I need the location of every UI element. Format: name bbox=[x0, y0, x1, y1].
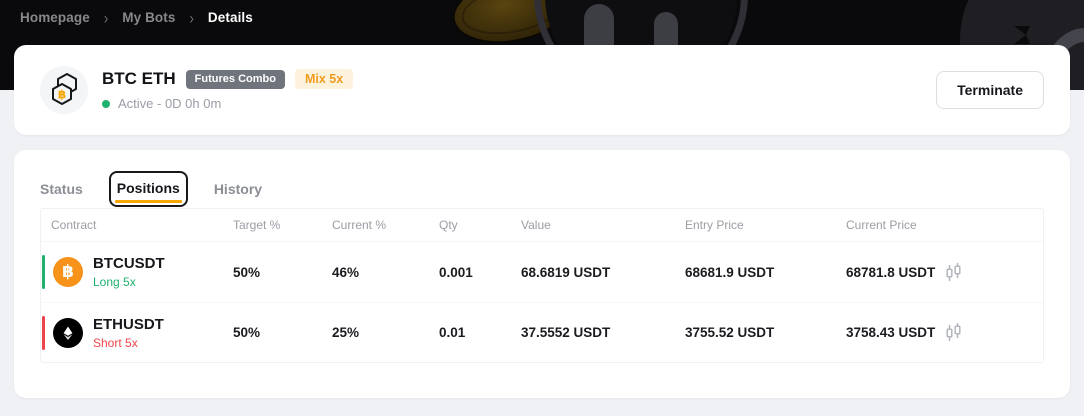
entry-price: 3755.52 USDT bbox=[685, 325, 775, 340]
bot-title: BTC ETH bbox=[102, 69, 176, 88]
breadcrumb-homepage[interactable]: Homepage bbox=[20, 9, 90, 25]
bot-details-card: Status Positions History Contract Target… bbox=[14, 150, 1070, 398]
positions-table: Contract Target % Current % Qty Value En… bbox=[40, 208, 1044, 363]
position-direction: Long 5x bbox=[93, 275, 136, 289]
tab-positions[interactable]: Positions bbox=[108, 170, 188, 207]
contract-cell: ฿ BTCUSDT Long 5x bbox=[41, 255, 233, 289]
bot-status-text: Active - 0D 0h 0m bbox=[118, 96, 222, 112]
arrow-illustration bbox=[1014, 26, 1030, 44]
qty-value: 0.001 bbox=[439, 264, 473, 280]
col-current-price: Current Price bbox=[846, 218, 917, 232]
col-value: Value bbox=[521, 218, 551, 232]
position-value: 37.5552 USDT bbox=[521, 325, 611, 340]
hexagon-bot-icon: ฿ bbox=[52, 73, 77, 105]
bot-type-badge: Futures Combo bbox=[185, 69, 285, 89]
terminate-button[interactable]: Terminate bbox=[936, 71, 1044, 109]
svg-text:฿: ฿ bbox=[58, 88, 66, 102]
tab-history[interactable]: History bbox=[213, 180, 263, 197]
current-percent: 46% bbox=[332, 264, 360, 280]
breadcrumb: Homepage › My Bots › Details bbox=[20, 7, 253, 27]
chevron-right-icon: › bbox=[103, 7, 109, 27]
col-current: Current % bbox=[332, 218, 387, 232]
bot-meta: BTC ETH Futures Combo Mix 5x Active - 0D… bbox=[102, 68, 936, 112]
current-percent: 25% bbox=[332, 325, 360, 340]
table-row: ฿ BTCUSDT Long 5x 50% 46% 0.001 68.6819 … bbox=[41, 242, 1043, 302]
chevron-right-icon: › bbox=[189, 7, 194, 27]
candlestick-chart-icon[interactable] bbox=[944, 262, 963, 282]
target-percent: 50% bbox=[233, 325, 261, 340]
bot-header-card: ฿ BTC ETH Futures Combo Mix 5x Active - … bbox=[14, 45, 1070, 135]
bot-avatar: ฿ bbox=[40, 66, 88, 114]
long-accent-bar bbox=[42, 255, 45, 289]
contract-symbol: ETHUSDT bbox=[93, 315, 164, 333]
entry-price: 68681.9 USDT bbox=[685, 264, 775, 280]
eth-coin-icon bbox=[53, 317, 83, 348]
col-entry-price: Entry Price bbox=[685, 218, 744, 232]
btc-coin-icon: ฿ bbox=[53, 257, 83, 287]
col-target: Target % bbox=[233, 218, 281, 232]
col-qty: Qty bbox=[439, 218, 458, 232]
leverage-badge: Mix 5x bbox=[294, 68, 354, 90]
breadcrumb-details: Details bbox=[207, 9, 253, 25]
detail-tabs: Status Positions History bbox=[14, 150, 1070, 207]
candlestick-chart-icon[interactable] bbox=[944, 323, 963, 342]
position-direction: Short 5x bbox=[93, 335, 138, 350]
short-accent-bar bbox=[42, 316, 45, 350]
contract-cell: ETHUSDT Short 5x bbox=[41, 316, 233, 350]
target-percent: 50% bbox=[233, 264, 261, 280]
breadcrumb-my-bots[interactable]: My Bots bbox=[122, 9, 176, 25]
contract-symbol: BTCUSDT bbox=[93, 255, 165, 272]
qty-value: 0.01 bbox=[439, 325, 466, 340]
active-status-dot bbox=[102, 99, 110, 108]
current-price: 68781.8 USDT bbox=[846, 264, 936, 280]
position-value: 68.6819 USDT bbox=[521, 264, 611, 280]
current-price: 3758.43 USDT bbox=[846, 325, 936, 340]
col-contract: Contract bbox=[51, 218, 97, 232]
table-row: ETHUSDT Short 5x 50% 25% 0.01 37.5552 US… bbox=[41, 302, 1043, 362]
tab-status[interactable]: Status bbox=[40, 180, 83, 197]
table-header-row: Contract Target % Current % Qty Value En… bbox=[41, 209, 1043, 242]
